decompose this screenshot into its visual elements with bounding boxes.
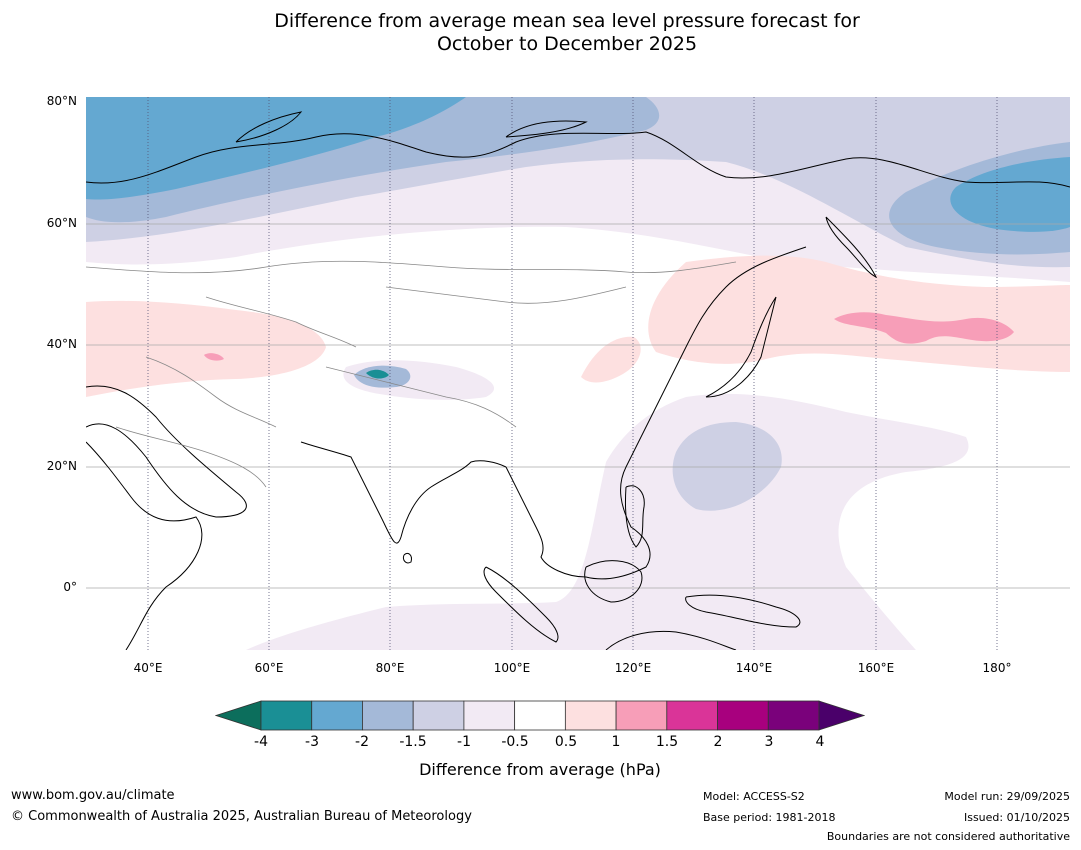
border-arabia [115, 426, 267, 488]
lat-label-0: 0° [63, 580, 77, 594]
lon-label-140e: 140°E [735, 661, 773, 675]
anomaly-east-siberia-band-3 [950, 157, 1070, 232]
colorbar-tick-4: -1.5 [399, 734, 427, 750]
chart-title: Difference from average mean sea level p… [0, 10, 1081, 56]
latitude-gridlines [86, 223, 1070, 589]
border-china-mongolia [385, 286, 627, 304]
longitude-gridlines [147, 97, 998, 650]
coastline-novaya-zemlya [235, 111, 303, 143]
coastlines [86, 111, 1070, 650]
lon-label-100e: 100°E [493, 661, 531, 675]
anomaly-caspian-pink [204, 353, 224, 361]
colorbar-tick-5: -1 [457, 734, 471, 750]
lon-label-120e: 120°E [614, 661, 652, 675]
anomaly-caspian-positive [86, 300, 326, 397]
colorbar-tick-2: -3 [305, 734, 319, 750]
colorbar [215, 700, 865, 731]
colorbar-cell [564, 700, 617, 731]
lon-label-60e: 60°E [254, 661, 284, 675]
lon-label-180: 180° [982, 661, 1012, 675]
colorbar-cell [362, 700, 414, 731]
lon-label-40e: 40°E [133, 661, 163, 675]
colorbar-tick-7: 0.5 [554, 734, 578, 750]
border-china-india [325, 366, 517, 428]
coastline-sri-lanka [403, 552, 412, 564]
lat-label-60n: 60°N [46, 216, 77, 230]
lat-label-20n: 20°N [46, 459, 77, 473]
footer-site: www.bom.gov.au/climate [11, 788, 175, 803]
country-borders [86, 260, 737, 488]
colorbar-tick-10: 2 [713, 734, 723, 750]
colorbar-cell [260, 700, 313, 731]
map-svg [86, 97, 1070, 650]
coastline-kamchatka [825, 216, 878, 279]
colorbar-cell [412, 700, 465, 731]
coastline-borneo [584, 560, 643, 603]
border-iran [145, 356, 277, 428]
coastline-australia [605, 630, 737, 650]
title-line-2: October to December 2025 [436, 33, 698, 55]
footer-model-run: Model run: 29/09/2025 [944, 790, 1070, 803]
anomaly-philippine-sea-negative [672, 422, 782, 511]
colorbar-under-arrow [215, 700, 262, 731]
colorbar-cell [311, 700, 363, 731]
coastline-india [300, 441, 507, 544]
colorbar-tick-12: 4 [815, 734, 825, 750]
lon-label-160e: 160°E [857, 661, 895, 675]
colorbar-cells [260, 700, 820, 731]
title-line-1: Difference from average mean sea level p… [274, 10, 860, 32]
colorbar-cell [463, 700, 516, 731]
pressure-anomaly-map [86, 97, 1070, 650]
border-russia-kazakh [86, 260, 737, 274]
colorbar-label: Difference from average (hPa) [419, 760, 661, 779]
anomaly-pacific-pink [834, 312, 1014, 344]
coastline-new-guinea [685, 594, 801, 628]
colorbar-cell [717, 700, 769, 731]
anomaly-china-positive [581, 336, 641, 383]
colorbar-tick-6: -0.5 [501, 734, 529, 750]
coastline-sumatra [483, 566, 559, 643]
anomaly-tibet-strong [366, 369, 389, 379]
coastline-mideast [86, 385, 247, 518]
colorbar-cell [615, 700, 668, 731]
colorbar-tick-8: 1 [611, 734, 621, 750]
lat-label-40n: 40°N [46, 337, 77, 351]
anomaly-tropics-light-negative [246, 393, 969, 650]
footer-model: Model: ACCESS-S2 [703, 790, 805, 803]
coastline-philippines [625, 485, 645, 548]
footer-base-period: Base period: 1981-2018 [703, 811, 836, 824]
coastline-red-sea-africa [86, 441, 203, 650]
border-central-asia [205, 296, 357, 348]
colorbar-cell [514, 700, 566, 731]
colorbar-tick-1: -4 [254, 734, 268, 750]
colorbar-over-arrow [818, 700, 865, 731]
coastline-arctic [86, 131, 1070, 188]
coastline-japan [705, 296, 777, 398]
anomaly-north-band-3 [86, 97, 466, 200]
colorbar-tick-9: 1.5 [655, 734, 679, 750]
lon-label-80e: 80°E [375, 661, 405, 675]
colorbar-tick-11: 3 [764, 734, 774, 750]
lat-label-80n: 80°N [46, 94, 77, 108]
footer-copyright: © Commonwealth of Australia 2025, Austra… [11, 809, 472, 824]
colorbar-cell [666, 700, 718, 731]
coastline-taymyr [505, 120, 588, 138]
colorbar-cell [767, 700, 820, 731]
footer-boundaries: Boundaries are not considered authoritat… [826, 830, 1070, 843]
footer-issued: Issued: 01/10/2025 [963, 811, 1070, 824]
colorbar-tick-3: -2 [355, 734, 369, 750]
